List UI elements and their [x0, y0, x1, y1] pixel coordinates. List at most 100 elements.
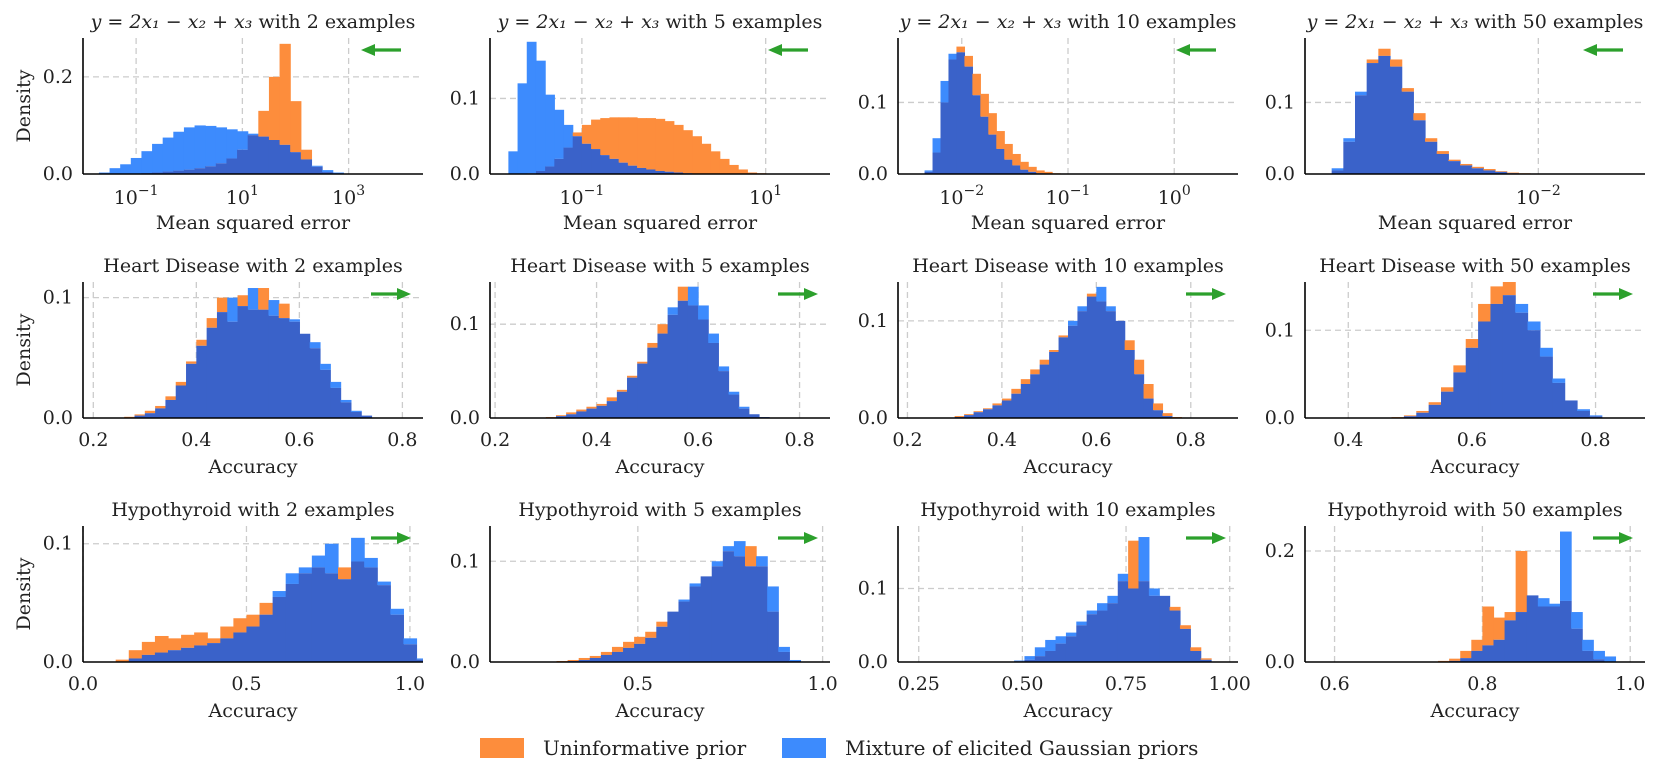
bar-overlap [609, 158, 620, 174]
subplot-title: Heart Disease with 50 examples [1319, 255, 1631, 277]
bar-overlap [205, 166, 217, 174]
bar-uninformative [581, 124, 592, 144]
bar-uninformative [154, 635, 169, 653]
bar-overlap [972, 95, 981, 174]
bar-overlap [1483, 170, 1496, 174]
bar-uninformative [956, 46, 966, 53]
y-tick-label: 0.0 [1265, 651, 1295, 673]
y-tick-label: 0.0 [43, 651, 73, 673]
bar-elicited [517, 83, 528, 174]
bar-overlap [988, 134, 997, 174]
bar-overlap [237, 306, 249, 418]
bar-elicited [1107, 595, 1119, 604]
bar-overlap [258, 136, 270, 174]
bar-overlap [1097, 610, 1108, 662]
bar-uninformative [586, 406, 598, 409]
bar-overlap [1560, 600, 1572, 662]
bar-elicited [311, 165, 323, 167]
bar-uninformative [637, 361, 648, 364]
bar-overlap [1020, 169, 1029, 174]
x-axis-label: Accuracy [1022, 700, 1112, 722]
bar-overlap [279, 144, 291, 174]
bar-uninformative [692, 136, 702, 174]
subplot-r2-c2: 0.25 0.50 0.75 1.00 0.0 0.1 Hypothyroid with 1… [858, 499, 1251, 722]
subplot-r0-c0: 10−1 101 103 0.0 0.2 y = 2x₁ − x₂ + x₃ with 2… [13, 11, 423, 234]
x-tick-label: 0.6 [1081, 429, 1111, 451]
bar-elicited [545, 94, 555, 167]
bar-uninformative [290, 101, 302, 153]
y-tick-label: 0.1 [858, 577, 888, 599]
bar-uninformative [1143, 384, 1154, 399]
bar-elicited [120, 164, 132, 174]
bar-overlap [1138, 581, 1150, 662]
bar-overlap [563, 147, 574, 174]
bar-elicited [698, 305, 709, 320]
y-tick-label: 0.1 [450, 550, 480, 572]
bars [545, 286, 770, 418]
legend: Uninformative prior Mixture of elicited G… [480, 736, 1198, 760]
bar-overlap [338, 579, 352, 662]
bar-overlap [285, 583, 300, 662]
bar-uninformative [611, 646, 624, 652]
x-axis-label: Accuracy [614, 700, 704, 722]
bar-elicited [141, 151, 153, 174]
bar-uninformative [606, 397, 618, 402]
x-tick-label: 0.2 [78, 429, 108, 451]
bar-overlap [637, 363, 648, 418]
bar-overlap [623, 647, 635, 662]
bar-elicited [722, 546, 735, 552]
bar-uninformative [1004, 143, 1013, 160]
bar-uninformative [1049, 350, 1060, 352]
bar-elicited [1105, 306, 1116, 312]
bar-elicited [403, 638, 418, 645]
subplot-title: y = 2x₁ − x₂ + x₃ with 2 examples [90, 11, 416, 33]
bar-uninformative [1453, 365, 1467, 373]
bar-overlap [324, 573, 339, 662]
bar-uninformative [1020, 379, 1031, 384]
bar-overlap [165, 399, 177, 418]
subplot-r1-c1: 0.2 0.4 0.6 0.8 0.0 0.1 Heart Disease with 5 e… [450, 255, 830, 478]
bar-elicited [728, 391, 740, 395]
y-tick-label: 0.0 [43, 163, 73, 185]
bar-overlap [745, 566, 757, 662]
x-tick-label: 10−1 [1046, 183, 1091, 209]
bar-overlap [656, 626, 668, 662]
bar-uninformative [637, 118, 647, 168]
bar-overlap [390, 614, 404, 662]
x-axis-label: Accuracy [207, 456, 297, 478]
legend-swatch [480, 738, 524, 758]
bar-overlap [554, 158, 565, 174]
bar-elicited [948, 53, 958, 60]
bar-elicited [1138, 537, 1150, 582]
bar-elicited [940, 80, 950, 103]
bar-elicited [554, 109, 565, 159]
bar-overlap [1076, 625, 1088, 662]
bar-overlap [1495, 171, 1508, 174]
bar-elicited [194, 125, 206, 169]
bar-overlap [973, 412, 984, 418]
bar-elicited [416, 658, 423, 660]
bar-elicited [1355, 91, 1368, 96]
arrow-right-icon [778, 288, 818, 300]
bar-overlap [722, 551, 735, 662]
bar-overlap [155, 408, 167, 418]
bar-overlap [1153, 410, 1164, 418]
arrow-right-icon [1593, 532, 1633, 544]
bar-uninformative [618, 117, 629, 163]
bar-overlap [1045, 650, 1057, 662]
bar-elicited [215, 127, 228, 164]
bar-overlap [194, 645, 208, 662]
bar-overlap [154, 652, 169, 662]
bar-elicited [678, 599, 691, 602]
bar-uninformative [645, 631, 657, 638]
bar-elicited [1034, 647, 1046, 657]
bar-elicited [738, 406, 750, 409]
arrow-left-icon [768, 44, 808, 56]
bar-uninformative [600, 651, 613, 655]
bar-uninformative [988, 113, 997, 135]
x-tick-label: 0.4 [987, 429, 1017, 451]
y-axis-label: Density [13, 313, 35, 386]
bar-overlap [1401, 91, 1414, 174]
bar-overlap [1030, 374, 1041, 418]
